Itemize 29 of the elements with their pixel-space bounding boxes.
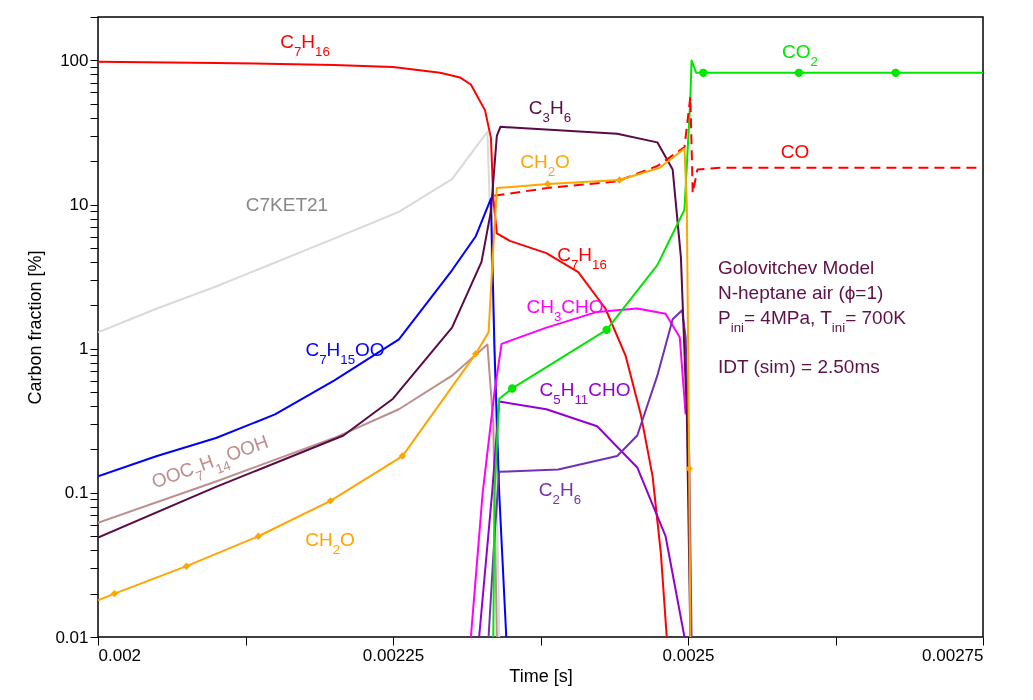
y-axis-title: Carbon fraction [%] [25,250,46,405]
line-series [98,343,498,637]
series-label: C$_{2}$H$_{6}$ [538,479,582,507]
x-tick-label: 0.00275 [922,645,984,665]
annotation: N-heptane air (ϕ=1) [718,282,884,303]
series-label: C$_{7}$H$_{16}$ [557,244,607,272]
series-label: C$_{5}$H$_{11}$CHO [539,379,631,407]
series-label: C$_{7}$H$_{15}$OO [305,339,385,367]
x-axis-title: Time [s] [509,665,573,686]
text: C$_{7}$H$_{16}$ [280,31,330,59]
series-label: C$_{3}$H$_{6}$ [528,97,572,125]
y-tick-label: 10 [69,195,89,215]
series-label: CO [780,141,810,162]
annotation: IDT (sim) = 2.50ms [718,356,880,377]
text: CH$_{2}$O [305,529,355,557]
series-label: CH$_{2}$O [520,151,570,179]
x-tick-label: 0.002 [98,645,142,665]
annotation: P$_{ini}$= 4MPa, T$_{ini}$= 700K [718,307,907,335]
line-series [492,59,983,637]
annotation: Golovitchev Model [718,257,875,278]
y-tick-label: 0.1 [64,483,89,503]
y-tick-label: 100 [60,50,89,70]
series-label: CO$_{2}$ [782,41,818,69]
x-tick-label: 0.00225 [362,645,425,665]
x-tick-label: 0.0025 [662,645,715,665]
y-tick-label: 1 [79,339,89,359]
series-label: C7KET21 [245,194,329,215]
y-tick-label: 0.01 [55,627,89,647]
series-label: CH$_{3}$CHO [526,296,604,324]
